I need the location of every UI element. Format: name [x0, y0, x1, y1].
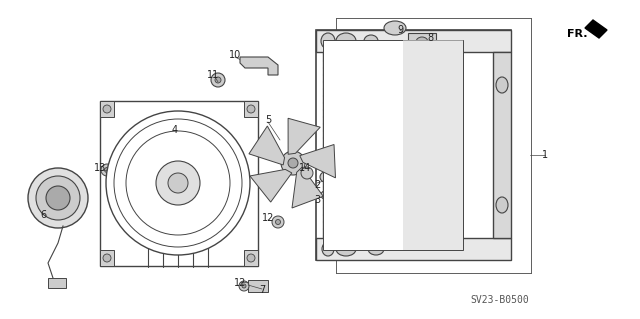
Text: 7: 7	[259, 285, 265, 295]
Ellipse shape	[364, 35, 378, 47]
Polygon shape	[403, 40, 463, 250]
Text: 11: 11	[207, 70, 219, 80]
Circle shape	[106, 111, 250, 255]
Polygon shape	[250, 169, 292, 202]
Text: 9: 9	[397, 25, 403, 35]
Text: 5: 5	[265, 115, 271, 125]
Circle shape	[36, 176, 80, 220]
Bar	[323, 40, 463, 250]
Ellipse shape	[496, 197, 508, 213]
Circle shape	[247, 254, 255, 262]
Circle shape	[215, 77, 221, 83]
Text: 3: 3	[314, 195, 320, 205]
Text: 10: 10	[229, 50, 241, 60]
Circle shape	[288, 158, 298, 168]
Ellipse shape	[321, 191, 329, 199]
Text: FR.: FR.	[567, 29, 588, 39]
Text: 12: 12	[262, 213, 274, 223]
Circle shape	[242, 284, 246, 288]
Polygon shape	[240, 57, 278, 75]
Text: 12: 12	[234, 278, 246, 288]
Ellipse shape	[336, 242, 356, 256]
Bar	[316, 30, 511, 52]
Circle shape	[156, 161, 200, 205]
Circle shape	[103, 105, 111, 113]
Text: SV23-B0500: SV23-B0500	[470, 295, 529, 305]
Circle shape	[211, 73, 225, 87]
Circle shape	[104, 167, 109, 173]
Ellipse shape	[322, 242, 334, 256]
Text: 13: 13	[94, 163, 106, 173]
Bar	[316, 30, 511, 260]
Bar	[100, 101, 258, 266]
Circle shape	[272, 216, 284, 228]
Circle shape	[239, 281, 249, 291]
Ellipse shape	[336, 33, 356, 49]
Bar	[48, 278, 66, 288]
Bar	[244, 250, 258, 266]
Text: 1: 1	[542, 150, 548, 160]
Ellipse shape	[320, 172, 330, 182]
Circle shape	[28, 168, 88, 228]
Circle shape	[247, 105, 255, 113]
Bar	[408, 33, 436, 51]
Text: 8: 8	[427, 33, 433, 43]
Circle shape	[46, 186, 70, 210]
Circle shape	[103, 254, 111, 262]
Circle shape	[301, 167, 313, 179]
Bar	[316, 238, 511, 260]
Polygon shape	[292, 167, 323, 208]
Bar	[493, 52, 511, 238]
Ellipse shape	[416, 37, 428, 47]
Circle shape	[168, 173, 188, 193]
Ellipse shape	[496, 77, 508, 93]
Ellipse shape	[368, 243, 384, 255]
Polygon shape	[249, 126, 285, 165]
Text: 4: 4	[172, 125, 178, 135]
Bar	[248, 280, 268, 292]
Circle shape	[275, 219, 280, 225]
Text: 2: 2	[314, 180, 320, 190]
Bar	[100, 101, 114, 117]
Circle shape	[101, 164, 113, 176]
Polygon shape	[288, 118, 320, 154]
Text: 14: 14	[299, 163, 311, 173]
Ellipse shape	[321, 33, 335, 49]
Text: 6: 6	[40, 210, 46, 220]
Polygon shape	[300, 145, 335, 178]
Circle shape	[281, 151, 305, 175]
Ellipse shape	[384, 21, 406, 35]
Polygon shape	[585, 20, 607, 38]
Bar	[100, 250, 114, 266]
Bar	[244, 101, 258, 117]
